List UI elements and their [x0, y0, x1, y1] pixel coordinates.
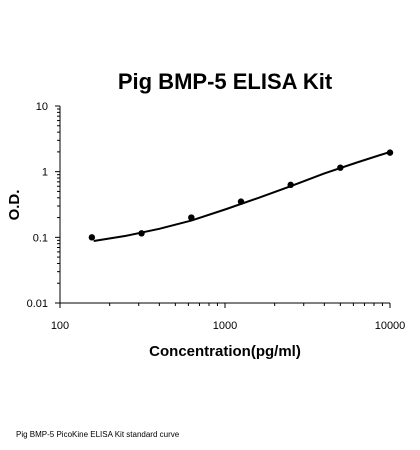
x-tick-label: 1000 — [213, 320, 237, 332]
y-tick-label: 0.01 — [27, 298, 48, 310]
fit-curve — [93, 150, 391, 242]
y-tick-label: 1 — [42, 167, 48, 179]
y-axis-label: O.D. — [6, 190, 23, 221]
data-point — [88, 234, 96, 241]
data-point — [138, 230, 145, 237]
data-point — [237, 198, 245, 205]
x-axis-label: Concentration(pg/ml) — [149, 343, 301, 360]
data-point — [188, 214, 195, 221]
data-point — [386, 149, 394, 156]
x-tick-label: 10000 — [375, 320, 406, 332]
x-tick-label: 100 — [51, 320, 69, 332]
y-tick-label: 10 — [36, 101, 48, 113]
data-points — [88, 149, 394, 241]
y-tick-label: 0.1 — [33, 232, 48, 244]
data-point — [287, 181, 294, 189]
figure-caption: Pig BMP-5 PicoKine ELISA Kit standard cu… — [16, 430, 180, 439]
axes — [59, 106, 390, 304]
data-point — [337, 164, 344, 171]
chart-title: Pig BMP-5 ELISA Kit — [118, 69, 333, 94]
